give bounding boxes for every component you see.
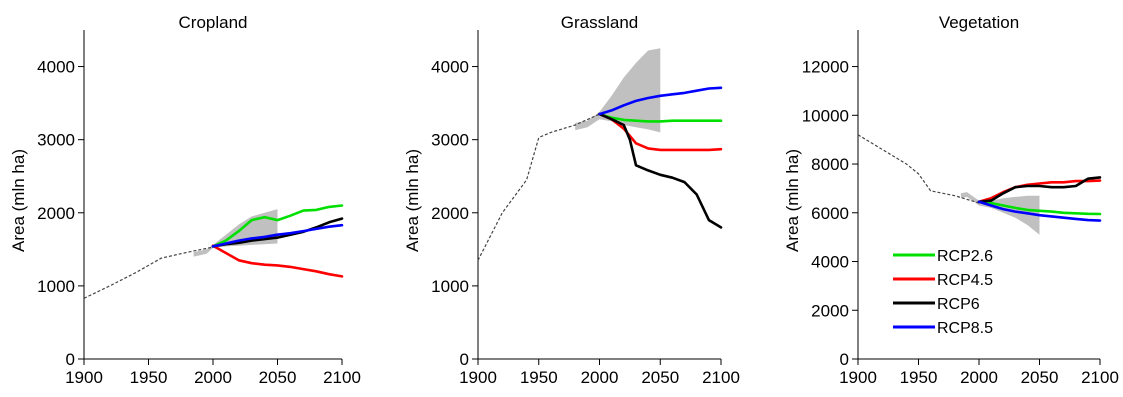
panel-cropland: Cropland Area (mln ha) 0 1000 2000 3000 4000 19… xyxy=(9,13,361,387)
series-line-rcp6 xyxy=(211,217,344,248)
historical-line xyxy=(857,134,980,204)
panel-grassland: Grassland Area (mln ha) 0 1000 2000 3000 4000 1… xyxy=(403,13,740,387)
x-tick-label: 2050 xyxy=(1021,368,1059,387)
x-tick-label: 2100 xyxy=(1081,368,1119,387)
series-line-rcp85 xyxy=(211,223,344,248)
series-line-rcp45 xyxy=(211,244,344,278)
y-tick-label: 1000 xyxy=(37,277,75,296)
x-tick-label: 1950 xyxy=(900,368,938,387)
legend: RCP2.6 RCP4.5 RCP6 RCP8.5 xyxy=(893,248,993,337)
y-tick-label: 0 xyxy=(66,350,75,369)
y-tick-label: 4000 xyxy=(431,58,469,77)
y-tick-label: 8000 xyxy=(811,155,849,174)
y-tick-label: 1000 xyxy=(431,277,469,296)
x-tick-label: 2050 xyxy=(641,368,679,387)
series-line-rcp6 xyxy=(598,112,723,229)
series-line-rcp26 xyxy=(977,200,1102,216)
x-tick-label: 1950 xyxy=(130,368,168,387)
series-line-rcp26 xyxy=(211,204,344,248)
y-tick-label: 6000 xyxy=(811,204,849,223)
y-tick-label: 0 xyxy=(840,350,849,369)
panel-vegetation: Vegetation Area (mln ha) 0 2000 4000 6000 8000… xyxy=(783,13,1119,387)
x-tick-label: 2000 xyxy=(960,368,998,387)
legend-label: RCP8.5 xyxy=(937,320,993,337)
y-tick-label: 4000 xyxy=(37,58,75,77)
x-tick-label: 2000 xyxy=(194,368,232,387)
y-axis-label: Area (mln ha) xyxy=(783,149,802,252)
y-tick-label: 10000 xyxy=(802,106,849,125)
y-tick-label: 4000 xyxy=(811,253,849,272)
x-tick-label: 2050 xyxy=(259,368,297,387)
series-line-rcp26 xyxy=(598,112,723,123)
y-axis-label: Area (mln ha) xyxy=(9,149,28,252)
chart-title: Cropland xyxy=(179,13,248,32)
series-line-rcp85 xyxy=(598,86,723,116)
chart-title: Grassland xyxy=(561,13,638,32)
x-tick-label: 1900 xyxy=(65,368,103,387)
series-line-rcp45 xyxy=(977,179,1102,204)
uncertainty-band xyxy=(575,48,661,133)
series-line-rcp45 xyxy=(598,112,723,152)
series-line-rcp6 xyxy=(977,176,1102,204)
historical-line xyxy=(83,246,214,299)
chart-title: Vegetation xyxy=(939,13,1019,32)
y-tick-label: 12000 xyxy=(802,58,849,77)
historical-line xyxy=(477,113,600,261)
x-tick-label: 1900 xyxy=(459,368,497,387)
x-tick-label: 1950 xyxy=(520,368,558,387)
y-tick-label: 0 xyxy=(460,350,469,369)
legend-label: RCP2.6 xyxy=(937,248,993,265)
x-tick-label: 2000 xyxy=(581,368,619,387)
legend-label: RCP6 xyxy=(937,296,980,313)
y-axis-label: Area (mln ha) xyxy=(403,149,422,252)
y-tick-label: 3000 xyxy=(431,131,469,150)
legend-label: RCP4.5 xyxy=(937,272,993,289)
y-tick-label: 2000 xyxy=(431,204,469,223)
y-tick-label: 3000 xyxy=(37,131,75,150)
y-tick-label: 2000 xyxy=(37,204,75,223)
x-tick-label: 1900 xyxy=(839,368,877,387)
x-tick-label: 2100 xyxy=(323,368,361,387)
x-tick-label: 2100 xyxy=(702,368,740,387)
y-tick-label: 2000 xyxy=(811,301,849,320)
series-line-rcp85 xyxy=(977,200,1102,222)
